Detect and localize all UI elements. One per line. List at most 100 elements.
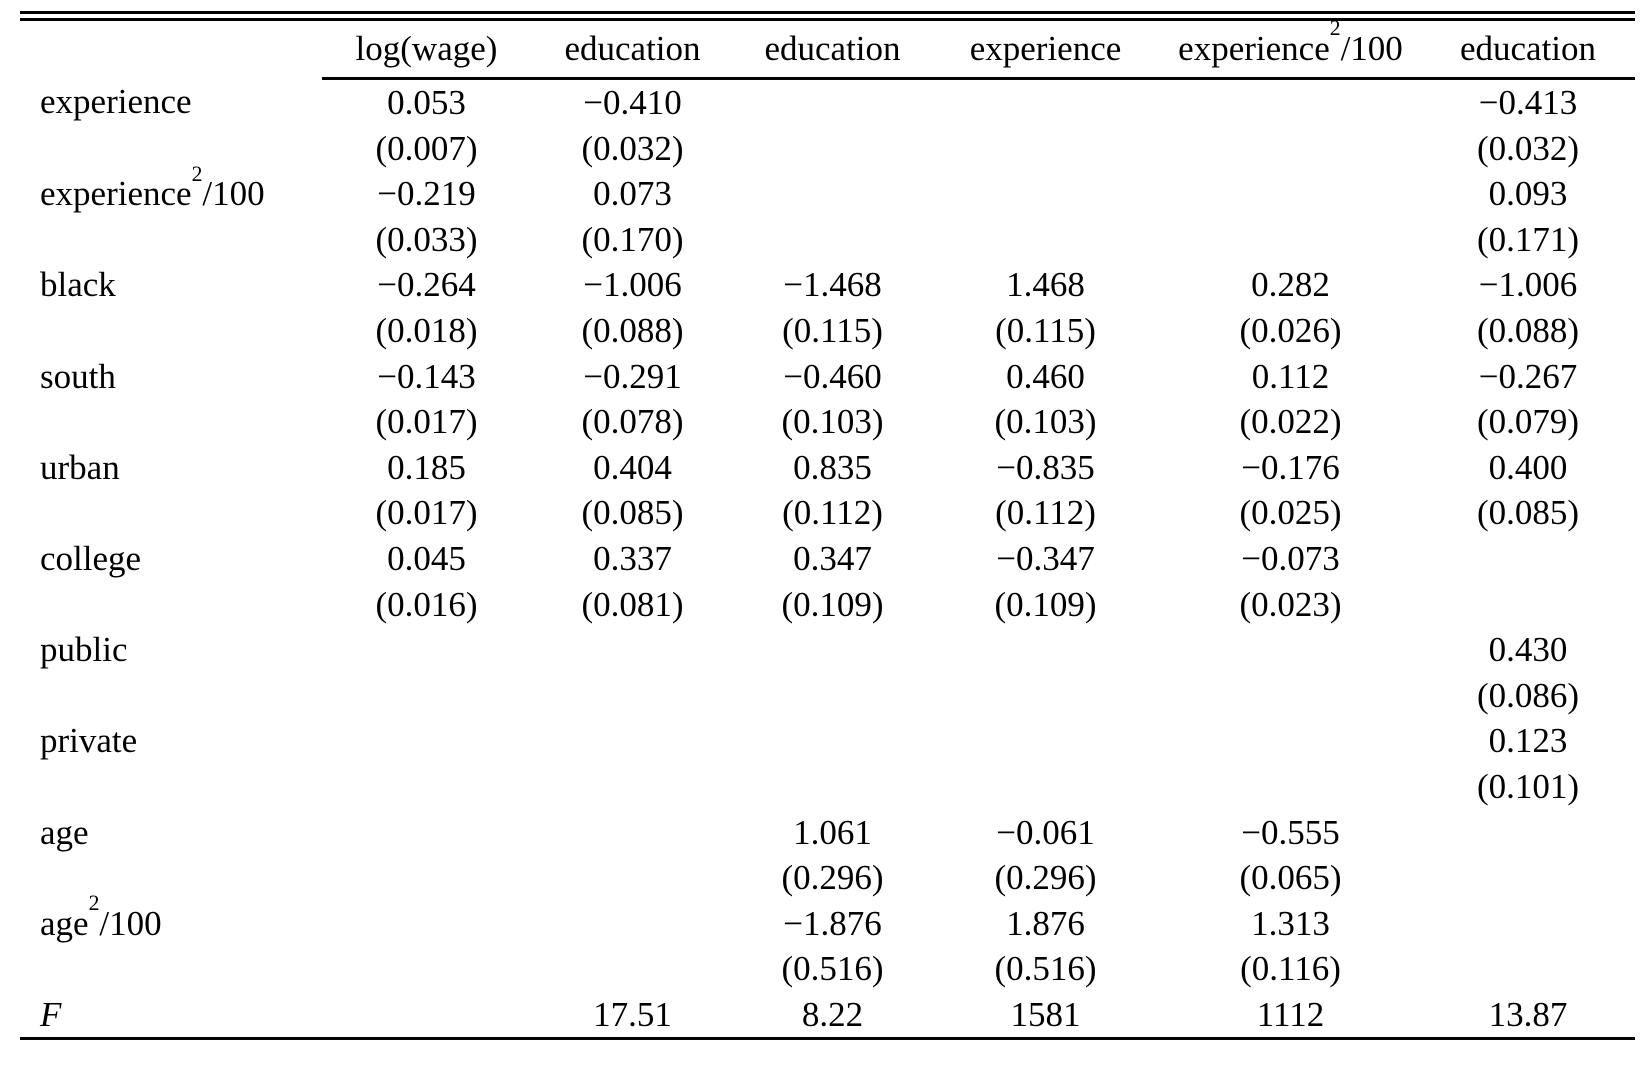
standard-error-value <box>322 946 531 992</box>
row-label: experience <box>40 81 192 121</box>
value-cell <box>734 79 931 172</box>
coefficient-value: 1581 <box>1010 994 1081 1034</box>
value-cell <box>931 171 1160 262</box>
coefficient-value <box>734 80 931 126</box>
value-cell <box>1160 79 1421 172</box>
value-cell <box>1160 718 1421 809</box>
coefficient-value: 0.460 <box>1006 356 1085 396</box>
header-cell: log(wage) <box>322 21 531 80</box>
superscript-2: 2 <box>191 161 203 186</box>
value-cell: 0.053 (0.007) <box>322 79 531 172</box>
coefficient-value: −0.460 <box>783 356 882 396</box>
value-cell: 0.835 (0.112) <box>734 445 931 536</box>
coefficient-value: −0.555 <box>1241 812 1340 852</box>
value-cell: 0.093 (0.171) <box>1421 171 1635 262</box>
value-cell: −1.468 (0.115) <box>734 262 931 353</box>
standard-error-value: (0.115) <box>995 310 1096 350</box>
coefficient-value: −0.347 <box>996 538 1095 578</box>
value-cell <box>1421 810 1635 901</box>
coefficient-value: −0.267 <box>1478 356 1578 396</box>
standard-error-value <box>1160 126 1421 172</box>
coefficient-value <box>322 992 531 1038</box>
coefficient-value: 0.282 <box>1251 265 1330 305</box>
coefficient-value <box>531 810 734 856</box>
standard-error-value: (0.112) <box>782 493 883 533</box>
standard-error-value <box>531 855 734 901</box>
value-cell <box>734 627 931 718</box>
value-cell <box>1421 901 1635 992</box>
coefficient-value: 13.87 <box>1488 994 1568 1034</box>
standard-error-value <box>322 764 531 810</box>
coefficient-value: 0.430 <box>1488 630 1568 670</box>
standard-error-value <box>931 126 1160 172</box>
standard-error-value: (0.007) <box>375 128 478 168</box>
coefficient-value <box>1160 718 1421 764</box>
value-cell: 1.468 (0.115) <box>931 262 1160 353</box>
value-cell: 1.313 (0.116) <box>1160 901 1421 992</box>
value-cell <box>322 901 531 992</box>
coefficient-value: −0.073 <box>1241 538 1340 578</box>
coefficient-value <box>1160 171 1421 217</box>
table-row: south −0.143 (0.017) −0.291 (0.078) −0.460 (0.… <box>20 354 1635 445</box>
coefficient-value: 0.045 <box>387 538 466 578</box>
standard-error-value: (0.026) <box>1239 310 1342 350</box>
coefficient-value: 0.093 <box>1488 174 1568 214</box>
coefficient-value: 0.835 <box>793 447 872 487</box>
coefficient-value: −0.413 <box>1478 83 1578 122</box>
header-cell: experience2/100 <box>1160 18 1421 80</box>
value-cell: −0.413 (0.032) <box>1421 79 1635 172</box>
header-cell: education <box>734 21 931 80</box>
value-cell <box>322 992 531 1038</box>
standard-error-value <box>734 126 931 172</box>
value-cell: −0.267 (0.079) <box>1421 354 1635 445</box>
standard-error-value <box>931 217 1160 263</box>
standard-error-value <box>1160 217 1421 263</box>
coefficient-value <box>931 80 1160 126</box>
coefficient-value: 1.876 <box>1006 903 1085 943</box>
standard-error-value: (0.079) <box>1476 402 1580 442</box>
value-cell <box>1421 536 1635 627</box>
coefficient-value: 0.185 <box>387 447 466 487</box>
coefficient-value <box>931 171 1160 217</box>
standard-error-value: (0.017) <box>375 402 478 442</box>
coefficient-value: 0.053 <box>387 83 466 122</box>
standard-error-value: (0.296) <box>994 858 1097 898</box>
standard-error-value: (0.033) <box>375 219 478 259</box>
coefficient-value <box>1421 810 1635 856</box>
standard-error-value <box>734 764 931 810</box>
value-cell: 1112 <box>1160 992 1421 1038</box>
coefficient-value: 1.468 <box>1006 265 1085 305</box>
coefficient-value: 8.22 <box>801 994 864 1034</box>
value-cell: −0.291 (0.078) <box>531 354 734 445</box>
table-row: F 17.51 8.22 1581 1112 13.87 <box>20 992 1635 1038</box>
coefficient-value: 1.061 <box>793 812 872 852</box>
value-cell: −0.073 (0.023) <box>1160 536 1421 627</box>
value-cell: −0.835 (0.112) <box>931 445 1160 536</box>
value-cell <box>531 810 734 901</box>
standard-error-value: (0.085) <box>581 493 684 533</box>
coefficient-value: −0.061 <box>996 812 1095 852</box>
standard-error-value: (0.112) <box>995 493 1096 533</box>
value-cell: 17.51 <box>531 992 734 1038</box>
coefficient-value <box>1160 80 1421 126</box>
standard-error-value: (0.088) <box>1476 310 1580 350</box>
row-label: experience2/100 <box>40 161 265 214</box>
standard-error-value <box>322 855 531 901</box>
value-cell <box>734 171 931 262</box>
table-row: age2/100 −1.876 (0.516) 1.876 (0.516) 1.313 (0… <box>20 892 1635 992</box>
superscript-2: 2 <box>1329 16 1341 41</box>
value-cell <box>931 627 1160 718</box>
value-cell: 1.061 (0.296) <box>734 810 931 901</box>
table-row: experience2/100 −0.219 (0.033) 0.073 (0.170)… <box>20 161 1635 263</box>
value-cell: 0.400 (0.085) <box>1421 445 1635 536</box>
standard-error-value <box>1160 673 1421 719</box>
coefficient-value: −1.876 <box>783 903 882 943</box>
standard-error-value <box>531 946 734 992</box>
value-cell <box>322 718 531 809</box>
value-cell: 0.112 (0.022) <box>1160 354 1421 445</box>
coefficient-value: 17.51 <box>593 994 672 1034</box>
value-cell: −0.460 (0.103) <box>734 354 931 445</box>
value-cell: 0.045 (0.016) <box>322 536 531 627</box>
coefficient-value <box>322 718 531 764</box>
